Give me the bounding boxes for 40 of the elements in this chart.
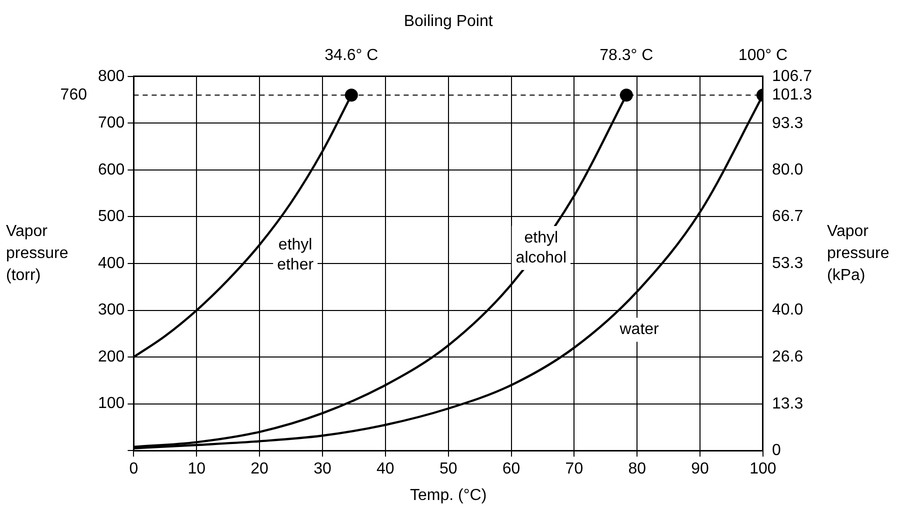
y2-tick-label: 13.3	[772, 395, 804, 412]
y-tick-label: 200	[98, 348, 125, 366]
y2-tick-label: 106.7	[772, 68, 812, 85]
x-tick-label: 0	[129, 460, 138, 478]
y-tick-label: 800	[98, 68, 125, 85]
x-tick-label: 20	[250, 460, 269, 478]
y-tick-label: 600	[98, 161, 125, 178]
x-tick-label: 60	[502, 460, 520, 478]
y2-tick-label: 40.0	[772, 302, 804, 319]
y2-tick-label: 66.7	[772, 208, 804, 226]
x-tick-label: 50	[439, 460, 458, 478]
x2-tick-label: 100° C	[738, 47, 788, 64]
y2-tick-label: 0	[772, 442, 781, 460]
x-tick-label: 10	[188, 460, 206, 478]
x-tick-label: 70	[565, 460, 584, 478]
y-tick-label: 100	[98, 395, 125, 412]
x-tick-label: 80	[628, 460, 646, 478]
x2-tick-label: 78.3° C	[600, 47, 654, 64]
x-tick-label: 100	[750, 460, 776, 478]
series-label: ethyl alcohol	[516, 229, 567, 266]
x2-tick-label: 34.6° C	[324, 47, 378, 64]
x-tick-label: 30	[314, 460, 332, 478]
series-label: water	[618, 321, 660, 338]
ref-line-label: 760	[60, 86, 88, 104]
y2-axis-title: Vapor pressure (kPa)	[827, 222, 890, 284]
y2-tick-label: 93.3	[772, 114, 804, 132]
y2-tick-label: 26.6	[772, 348, 804, 366]
y-tick-label: 400	[98, 254, 125, 272]
x2-axis-title: Boiling Point	[404, 13, 494, 30]
y2-tick-label: 80.0	[772, 161, 804, 178]
y-tick-label: 500	[98, 208, 125, 226]
y-axis-title: Vapor pressure (torr)	[6, 222, 68, 284]
x-tick-label: 90	[691, 460, 710, 478]
x-axis-title: Temp. (°C)	[410, 486, 487, 504]
x-tick-label: 40	[376, 460, 394, 478]
y-tick-label: 700	[98, 114, 125, 132]
y2-tick-label: 53.3	[772, 255, 804, 272]
series-label: ethyl ether	[277, 236, 314, 274]
y2-tick-label: 101.3	[772, 86, 812, 104]
y-tick-label: 300	[98, 302, 125, 319]
